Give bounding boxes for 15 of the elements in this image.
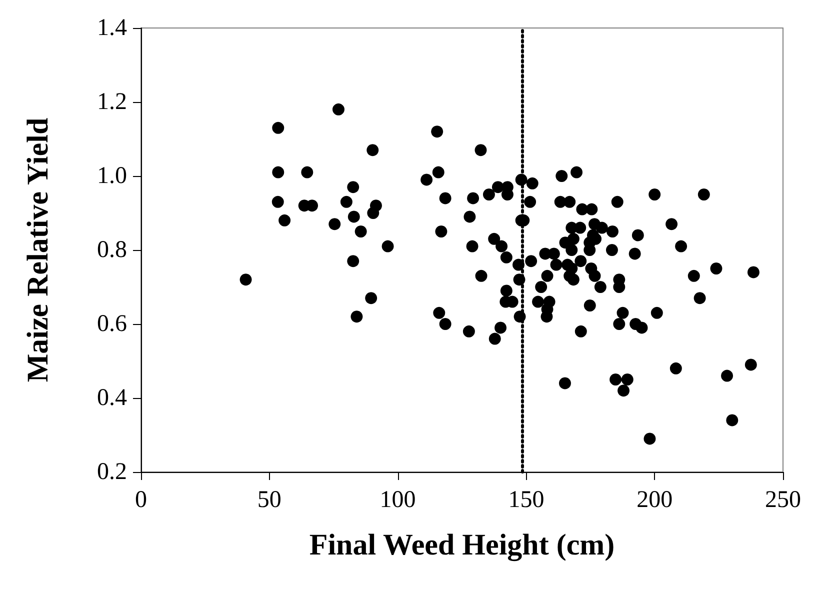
y-tick-label: 0.2: [97, 459, 127, 485]
y-tick-label: 0.8: [97, 237, 127, 263]
y-tick-label: 1.2: [97, 89, 127, 115]
y-tick-label: 1.4: [97, 15, 127, 41]
x-tick-label: 250: [765, 487, 801, 513]
y-tick-label: 0.4: [97, 385, 127, 411]
x-axis-title: Final Weed Height (cm): [309, 528, 615, 562]
x-tick-label: 150: [508, 487, 544, 513]
y-tick-label: 0.6: [97, 311, 127, 337]
x-tick-label: 50: [257, 487, 282, 513]
x-tick-label: 200: [636, 487, 673, 513]
y-axis-title: Maize Relative Yield: [22, 118, 54, 382]
y-tick-label: 1.0: [97, 163, 127, 189]
x-tick-label: 100: [380, 487, 416, 513]
x-tick-label: 0: [135, 487, 147, 513]
